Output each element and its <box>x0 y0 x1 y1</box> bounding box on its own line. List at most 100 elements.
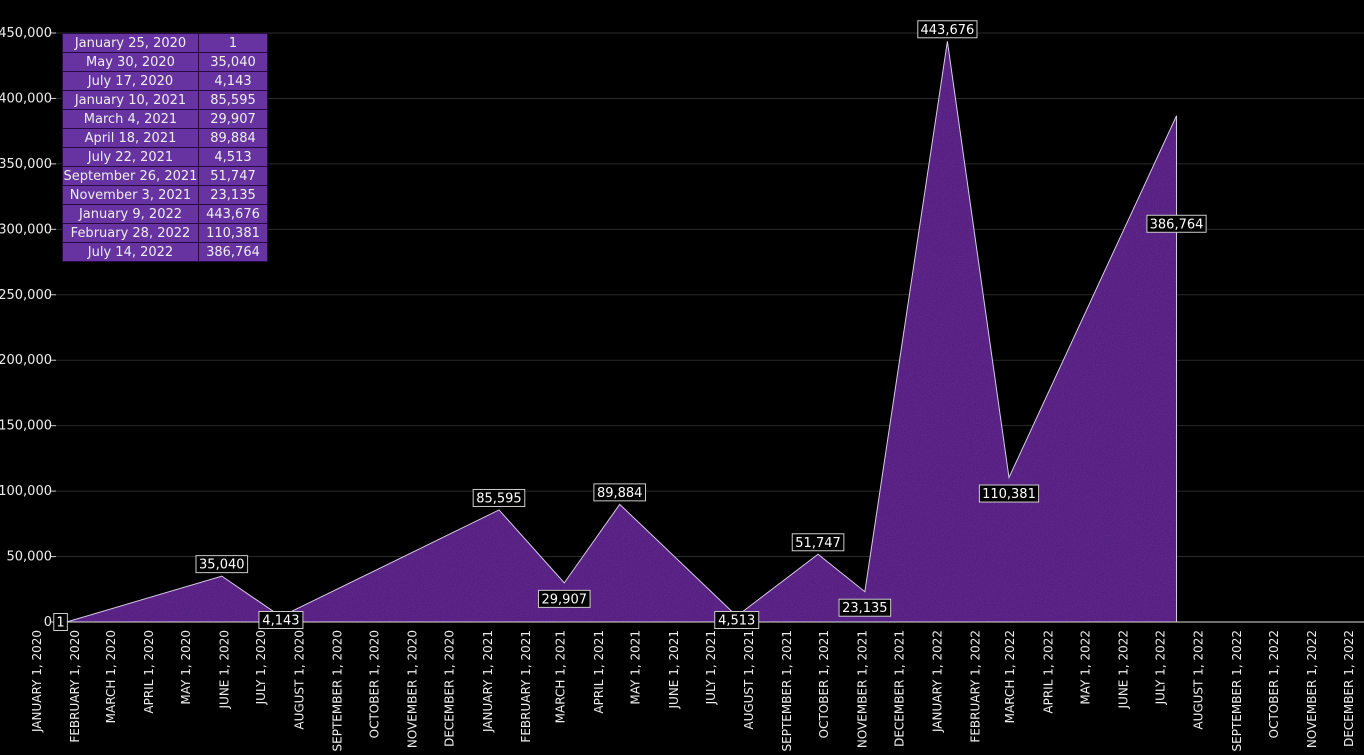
table-date: November 3, 2021 <box>62 185 199 205</box>
x-tick-label: DECEMBER 1, 2020 <box>443 630 457 747</box>
table-value: 51,747 <box>198 166 268 186</box>
y-tick-label: 250,000 <box>0 288 52 303</box>
x-tick-label: JANUARY 1, 2022 <box>931 630 945 733</box>
table-date: May 30, 2020 <box>62 52 199 72</box>
table-value: 1 <box>198 33 268 53</box>
data-table: January 25, 2020 1 May 30, 2020 35,040 Jul… <box>62 33 268 262</box>
x-tick-label: MARCH 1, 2020 <box>104 630 118 723</box>
data-label-text: 35,040 <box>199 558 245 573</box>
x-tick-label: JUNE 1, 2020 <box>217 630 231 710</box>
table-date: January 10, 2021 <box>62 90 199 110</box>
table-row: November 3, 2021 23,135 <box>62 185 268 205</box>
data-label: 1 <box>53 612 68 631</box>
data-label: 110,381 <box>978 484 1040 503</box>
table-date: July 22, 2021 <box>62 147 199 167</box>
x-tick-label: MAY 1, 2020 <box>179 630 193 705</box>
x-tick-label: JANUARY 1, 2021 <box>481 630 495 733</box>
data-label: 386,764 <box>1146 214 1207 233</box>
y-tick-label: 150,000 <box>0 419 52 434</box>
y-tick-label: 300,000 <box>0 222 52 237</box>
table-value: 4,143 <box>198 71 268 91</box>
data-label: 443,676 <box>917 20 978 39</box>
x-tick-label: AUGUST 1, 2022 <box>1192 630 1206 730</box>
table-date: January 25, 2020 <box>62 33 199 53</box>
data-label-text: 443,676 <box>921 23 975 38</box>
table-row: July 22, 2021 4,513 <box>62 147 268 167</box>
data-label-box <box>472 488 526 507</box>
data-label-box <box>917 20 978 39</box>
data-label-box <box>791 533 845 552</box>
x-tick-label: NOVEMBER 1, 2020 <box>406 630 420 748</box>
x-tick-label: MAY 1, 2021 <box>629 630 643 705</box>
y-tick-label: 200,000 <box>0 353 52 368</box>
data-label-text: 386,764 <box>1150 217 1204 232</box>
data-label-box <box>537 589 591 608</box>
x-tick-label: OCTOBER 1, 2022 <box>1267 630 1281 738</box>
table-date: February 28, 2022 <box>62 223 199 243</box>
x-tick-label: APRIL 1, 2020 <box>142 630 156 714</box>
y-tick-label: 100,000 <box>0 484 52 499</box>
data-label: 85,595 <box>472 488 526 507</box>
x-tick-label: JULY 1, 2020 <box>254 630 268 705</box>
data-label-text: 110,381 <box>982 487 1036 502</box>
data-label-text: 4,513 <box>718 614 755 629</box>
table-date: July 14, 2022 <box>62 242 199 262</box>
data-label-box <box>1146 214 1207 233</box>
data-label: 4,143 <box>258 611 304 629</box>
data-label: 29,907 <box>537 589 591 608</box>
data-label: 89,884 <box>593 483 647 502</box>
x-tick-label: MAY 1, 2022 <box>1078 630 1092 705</box>
table-row: September 26, 2021 51,747 <box>62 166 268 186</box>
x-tick-label: JUNE 1, 2022 <box>1117 630 1131 710</box>
y-tick-label: 400,000 <box>0 91 52 106</box>
y-tick-label: 450,000 <box>0 26 52 41</box>
data-label-text: 23,135 <box>842 601 888 616</box>
table-value: 89,884 <box>198 128 268 148</box>
x-tick-label: JULY 1, 2021 <box>704 630 718 705</box>
table-row: March 4, 2021 29,907 <box>62 109 268 129</box>
x-tick-label: SEPTEMBER 1, 2021 <box>780 630 794 751</box>
data-label: 23,135 <box>838 598 892 617</box>
x-tick-label: JUNE 1, 2021 <box>667 630 681 710</box>
data-label-text: 51,747 <box>795 536 841 551</box>
y-tick-label: 50,000 <box>7 550 53 565</box>
x-tick-label: SEPTEMBER 1, 2020 <box>331 630 345 751</box>
data-label-text: 1 <box>56 615 64 630</box>
table-value: 110,381 <box>198 223 268 243</box>
x-tick-label: APRIL 1, 2021 <box>592 630 606 714</box>
x-tick-label: DECEMBER 1, 2022 <box>1342 630 1356 747</box>
table-row: May 30, 2020 35,040 <box>62 52 268 72</box>
x-tick-label: FEBRUARY 1, 2021 <box>519 630 533 743</box>
table-date: April 18, 2021 <box>62 128 199 148</box>
table-date: July 17, 2020 <box>62 71 199 91</box>
area-fill <box>66 41 1177 623</box>
data-label: 51,747 <box>791 533 845 552</box>
table-row: January 9, 2022 443,676 <box>62 204 268 224</box>
data-label-box <box>593 483 647 502</box>
x-tick-label: DECEMBER 1, 2021 <box>892 630 906 747</box>
table-date: September 26, 2021 <box>62 166 199 186</box>
table-row: July 14, 2022 386,764 <box>62 242 268 262</box>
data-label-text: 29,907 <box>542 592 588 607</box>
table-value: 85,595 <box>198 90 268 110</box>
y-tick-label: 0 <box>44 615 52 630</box>
table-date: March 4, 2021 <box>62 109 199 129</box>
table-value: 23,135 <box>198 185 268 205</box>
series-line <box>66 41 1177 623</box>
table-row: January 10, 2021 85,595 <box>62 90 268 110</box>
x-tick-label: MARCH 1, 2021 <box>554 630 568 723</box>
table-row: February 28, 2022 110,381 <box>62 223 268 243</box>
x-tick-label: NOVEMBER 1, 2021 <box>855 630 869 748</box>
x-tick-label: MARCH 1, 2022 <box>1003 630 1017 723</box>
data-label-box <box>838 598 892 617</box>
table-row: April 18, 2021 89,884 <box>62 128 268 148</box>
x-tick-label: AUGUST 1, 2021 <box>742 630 756 730</box>
table-value: 4,513 <box>198 147 268 167</box>
x-tick-label: OCTOBER 1, 2020 <box>368 630 382 738</box>
table-value: 386,764 <box>198 242 268 262</box>
table-date: January 9, 2022 <box>62 204 199 224</box>
x-tick-label: SEPTEMBER 1, 2022 <box>1230 630 1244 751</box>
data-label-box <box>195 555 249 574</box>
data-label-box <box>978 484 1040 503</box>
